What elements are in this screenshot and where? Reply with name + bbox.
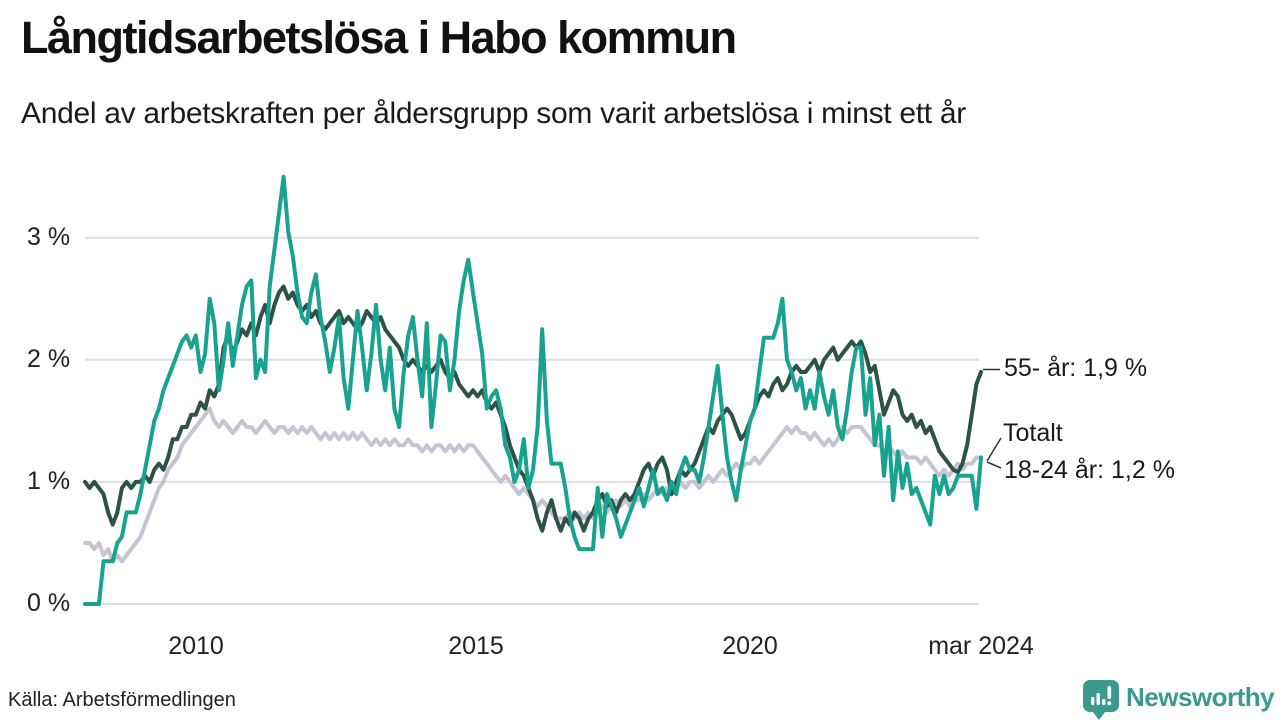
newsworthy-logo: Newsworthy bbox=[1082, 679, 1275, 720]
y-tick-label: 2 % bbox=[27, 345, 71, 373]
page-subtitle: Andel av arbetskraften per åldersgrupp s… bbox=[21, 97, 966, 130]
x-tick-label: 2015 bbox=[448, 632, 504, 660]
annotation-18-24-label: 18-24 år: 1,2 % bbox=[1004, 456, 1175, 484]
source-note: Källa: Arbetsförmedlingen bbox=[8, 689, 236, 711]
series-line-totalt bbox=[83, 406, 983, 564]
annotation-55-label: 55- år: 1,9 % bbox=[1004, 354, 1148, 382]
series-line-18-24-r bbox=[83, 174, 983, 606]
x-tick-label: 2010 bbox=[168, 632, 224, 660]
newsworthy-wordmark: Newsworthy bbox=[1126, 682, 1275, 712]
annotation-connector bbox=[986, 437, 1002, 462]
y-tick-label: 0 % bbox=[27, 589, 71, 617]
y-tick-label: 1 % bbox=[27, 467, 71, 495]
page-title: Långtidsarbetslösa i Habo kommun bbox=[21, 12, 737, 63]
newsworthy-icon bbox=[1083, 680, 1119, 720]
y-tick-label: 3 % bbox=[27, 223, 71, 251]
annotation-totalt-label: Totalt bbox=[1003, 419, 1063, 447]
x-tick-label: mar 2024 bbox=[928, 632, 1034, 660]
annotation-connector bbox=[986, 461, 1002, 469]
x-tick-label: 2020 bbox=[722, 632, 778, 660]
